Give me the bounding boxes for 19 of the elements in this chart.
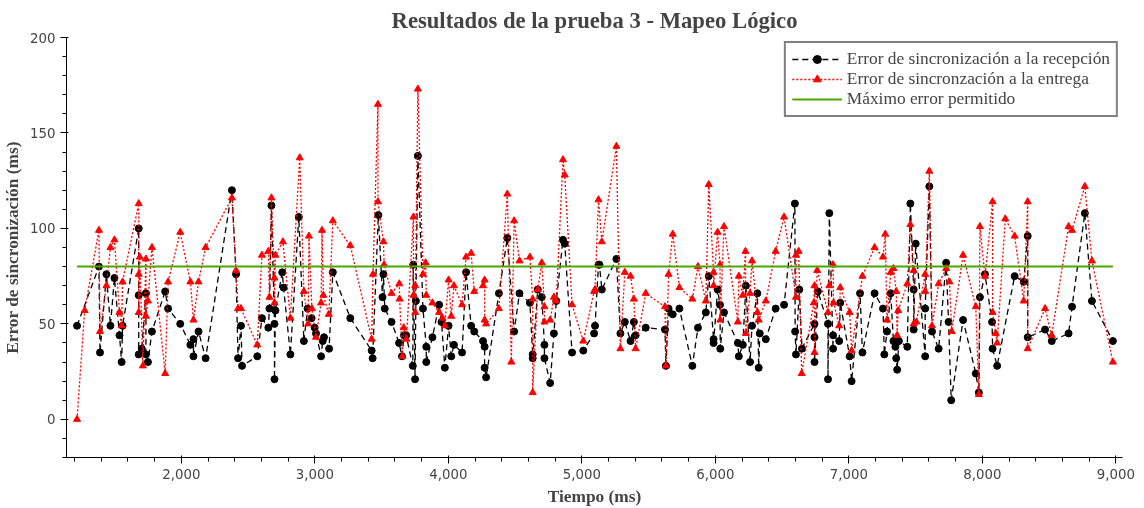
x-tick-label: 4,000 bbox=[429, 466, 468, 482]
y-tick-label: 100 bbox=[30, 221, 56, 237]
x-tick-label: 3,000 bbox=[295, 466, 334, 482]
y-tick-label: 200 bbox=[30, 30, 56, 46]
chart-title: Resultados de la prueba 3 - Mapeo Lógico bbox=[391, 7, 798, 33]
x-tick-label: 6,000 bbox=[696, 466, 735, 482]
y-tick-label: 150 bbox=[30, 125, 56, 141]
legend-label: Máximo error permitido bbox=[846, 89, 1016, 109]
y-tick-label: 50 bbox=[38, 316, 56, 332]
x-tick-label: 7,000 bbox=[829, 466, 868, 482]
x-tick-label: 2,000 bbox=[162, 466, 201, 482]
legend-label: Error de sincronización a la recepción bbox=[846, 49, 1110, 69]
x-tick-label: 8,000 bbox=[963, 466, 1002, 482]
y-axis-title: Error de sincronización (ms) bbox=[3, 141, 23, 354]
legend-label: Error de sincronzación a la entrega bbox=[846, 69, 1089, 89]
x-tick-label: 5,000 bbox=[562, 466, 601, 482]
y-tick-label: 0 bbox=[47, 412, 56, 428]
x-axis-title: Tiempo (ms) bbox=[547, 486, 642, 506]
x-tick-label: 9,000 bbox=[1096, 466, 1135, 482]
